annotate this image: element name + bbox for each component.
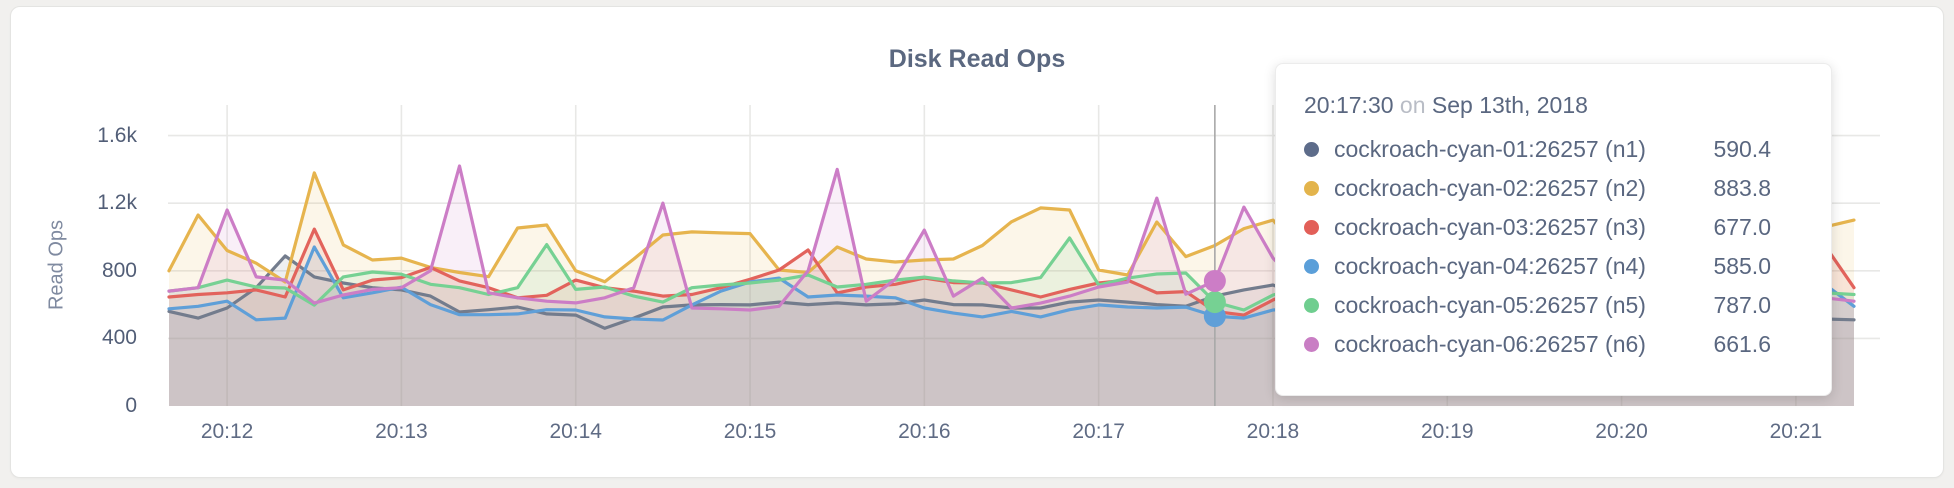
tooltip-series-value: 661.6 [1713,331,1771,357]
x-tick-label: 20:20 [1595,420,1648,443]
x-tick-label: 20:16 [898,420,951,443]
x-tick-label: 20:17 [1072,420,1125,443]
tooltip-header: 20:17:30 on Sep 13th, 2018 [1304,92,1803,119]
hover-dot-n6 [1203,269,1226,292]
y-tick-label: 1.6k [97,123,137,147]
tooltip-on-word: on [1399,92,1426,118]
x-tick-label: 20:14 [549,420,602,443]
series-dot-icon [1304,142,1319,157]
tooltip-series-value: 590.4 [1713,136,1771,162]
series-dot-icon [1304,337,1319,352]
tooltip-row-n3: cockroach-cyan-03:26257 (n3) 677.0 [1276,208,1831,247]
chart-title: Disk Read Ops [888,45,1066,73]
tooltip-series-name: cockroach-cyan-06:26257 (n6) [1334,331,1646,357]
series-dot-icon [1304,259,1319,274]
tooltip-series-value: 585.0 [1713,253,1771,279]
hover-tooltip: 20:17:30 on Sep 13th, 2018 cockroach-cya… [1275,63,1832,396]
x-tick-label: 20:15 [723,420,777,443]
tooltip-row-n5: cockroach-cyan-05:26257 (n5) 787.0 [1276,286,1831,325]
hover-dot-n5 [1203,291,1226,314]
tooltip-row-n2: cockroach-cyan-02:26257 (n2) 883.8 [1276,169,1831,208]
series-dot-icon [1304,181,1319,196]
tooltip-rows: cockroach-cyan-01:26257 (n1) 590.4 cockroa… [1276,130,1831,364]
x-tick-label: 20:19 [1420,420,1474,443]
x-tick-label: 20:13 [375,420,428,443]
y-tick-label: 1.2k [97,191,137,215]
y-tick-label: 400 [101,326,137,350]
x-tick-label: 20:12 [200,420,254,443]
tooltip-row-n4: cockroach-cyan-04:26257 (n4) 585.0 [1276,247,1831,286]
tooltip-series-name: cockroach-cyan-02:26257 (n2) [1334,175,1646,201]
y-tick-label: 800 [101,258,137,282]
series-dot-icon [1304,220,1319,235]
tooltip-series-value: 787.0 [1713,292,1771,318]
tooltip-series-value: 883.8 [1713,175,1771,201]
tooltip-series-name: cockroach-cyan-05:26257 (n5) [1334,292,1646,318]
x-tick-label: 20:18 [1246,420,1300,443]
tooltip-row-n1: cockroach-cyan-01:26257 (n1) 590.4 [1276,130,1831,169]
tooltip-date: Sep 13th, 2018 [1431,92,1588,118]
series-dot-icon [1304,298,1319,313]
x-tick-label: 20:21 [1769,420,1823,443]
tooltip-series-name: cockroach-cyan-03:26257 (n3) [1334,214,1646,240]
tooltip-series-name: cockroach-cyan-04:26257 (n4) [1334,253,1646,279]
y-tick-label: 0 [125,394,137,417]
tooltip-row-n6: cockroach-cyan-06:26257 (n6) 661.6 [1276,325,1831,364]
tooltip-series-value: 677.0 [1713,214,1771,240]
tooltip-series-name: cockroach-cyan-01:26257 (n1) [1334,136,1646,162]
tooltip-time: 20:17:30 [1304,92,1394,118]
